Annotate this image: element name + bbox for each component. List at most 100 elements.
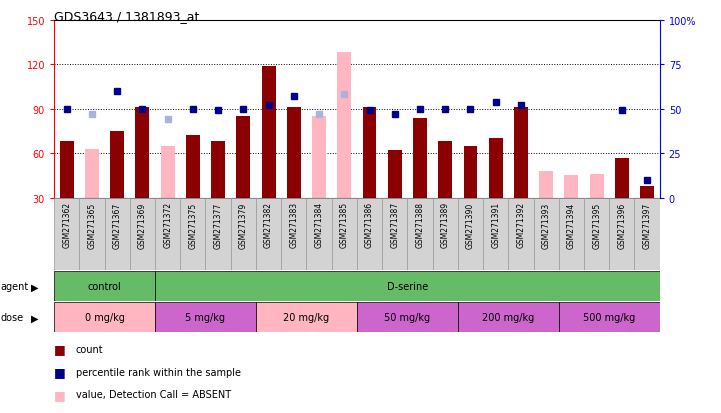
Bar [640, 186, 654, 198]
Bar [155, 303, 256, 332]
Text: 200 mg/kg: 200 mg/kg [482, 313, 534, 323]
Text: GSM271395: GSM271395 [592, 202, 601, 248]
Text: GSM271382: GSM271382 [264, 202, 273, 248]
Text: agent: agent [1, 282, 29, 292]
Text: GSM271390: GSM271390 [466, 202, 475, 248]
Bar [60, 142, 74, 198]
Text: GSM271372: GSM271372 [163, 202, 172, 248]
Bar [180, 198, 205, 271]
Bar [357, 303, 458, 332]
Bar [205, 198, 231, 271]
Text: count: count [76, 344, 103, 354]
Text: GSM271375: GSM271375 [188, 202, 198, 248]
Bar [155, 198, 180, 271]
Text: ■: ■ [54, 342, 66, 356]
Bar [306, 198, 332, 271]
Bar [312, 117, 326, 198]
Bar [539, 172, 553, 198]
Bar [634, 198, 660, 271]
Text: GSM271377: GSM271377 [213, 202, 223, 248]
Bar [110, 132, 124, 198]
Bar [433, 198, 458, 271]
Text: 0 mg/kg: 0 mg/kg [84, 313, 125, 323]
Bar [54, 272, 155, 301]
Text: 50 mg/kg: 50 mg/kg [384, 313, 430, 323]
Text: 5 mg/kg: 5 mg/kg [185, 313, 226, 323]
Text: GSM271388: GSM271388 [415, 202, 425, 248]
Text: dose: dose [1, 313, 24, 323]
Bar [281, 198, 306, 271]
Text: GSM271394: GSM271394 [567, 202, 576, 248]
Bar [407, 198, 433, 271]
Text: ▶: ▶ [31, 313, 38, 323]
Bar [186, 136, 200, 198]
Bar [382, 198, 407, 271]
Text: control: control [88, 282, 121, 292]
Bar [489, 139, 503, 198]
Bar [565, 176, 578, 198]
Text: GSM271393: GSM271393 [541, 202, 551, 248]
Text: GSM271367: GSM271367 [112, 202, 122, 248]
Text: GSM271386: GSM271386 [365, 202, 374, 248]
Bar [236, 117, 250, 198]
Bar [438, 142, 452, 198]
Bar [79, 198, 105, 271]
Bar [136, 108, 149, 198]
Text: GSM271362: GSM271362 [62, 202, 71, 248]
Text: GSM271389: GSM271389 [441, 202, 450, 248]
Text: 500 mg/kg: 500 mg/kg [583, 313, 635, 323]
Text: GSM271397: GSM271397 [642, 202, 652, 248]
Bar [464, 147, 477, 198]
Text: GSM271365: GSM271365 [87, 202, 97, 248]
Text: value, Detection Call = ABSENT: value, Detection Call = ABSENT [76, 389, 231, 399]
Bar [262, 66, 275, 198]
Text: GSM271379: GSM271379 [239, 202, 248, 248]
Bar [534, 198, 559, 271]
Text: GSM271383: GSM271383 [289, 202, 298, 248]
Text: ■: ■ [54, 388, 66, 401]
Text: GSM271369: GSM271369 [138, 202, 147, 248]
Text: ■: ■ [54, 411, 66, 413]
Bar [615, 158, 629, 198]
Text: GSM271396: GSM271396 [617, 202, 627, 248]
Bar [413, 118, 427, 198]
Bar [559, 303, 660, 332]
Text: GSM271387: GSM271387 [390, 202, 399, 248]
Text: ▶: ▶ [31, 282, 38, 292]
Bar [211, 142, 225, 198]
Text: ■: ■ [54, 365, 66, 378]
Bar [357, 198, 382, 271]
Bar [161, 147, 174, 198]
Text: percentile rank within the sample: percentile rank within the sample [76, 367, 241, 377]
Text: rank, Detection Call = ABSENT: rank, Detection Call = ABSENT [76, 412, 226, 413]
Bar [590, 175, 603, 198]
Bar [105, 198, 130, 271]
Bar [256, 303, 357, 332]
Bar [337, 53, 351, 198]
Bar [388, 151, 402, 198]
Bar [508, 198, 534, 271]
Bar [54, 198, 79, 271]
Bar [514, 108, 528, 198]
Bar [483, 198, 508, 271]
Bar [155, 272, 660, 301]
Bar [54, 303, 155, 332]
Text: GSM271384: GSM271384 [314, 202, 324, 248]
Bar [85, 150, 99, 198]
Bar [130, 198, 155, 271]
Bar [458, 303, 559, 332]
Bar [231, 198, 256, 271]
Bar [287, 108, 301, 198]
Bar [559, 198, 584, 271]
Text: GDS3643 / 1381893_at: GDS3643 / 1381893_at [54, 10, 200, 23]
Bar [609, 198, 634, 271]
Text: 20 mg/kg: 20 mg/kg [283, 313, 329, 323]
Bar [458, 198, 483, 271]
Text: GSM271385: GSM271385 [340, 202, 349, 248]
Text: D-serine: D-serine [386, 282, 428, 292]
Bar [584, 198, 609, 271]
Bar [363, 108, 376, 198]
Text: GSM271392: GSM271392 [516, 202, 526, 248]
Bar [256, 198, 281, 271]
Bar [332, 198, 357, 271]
